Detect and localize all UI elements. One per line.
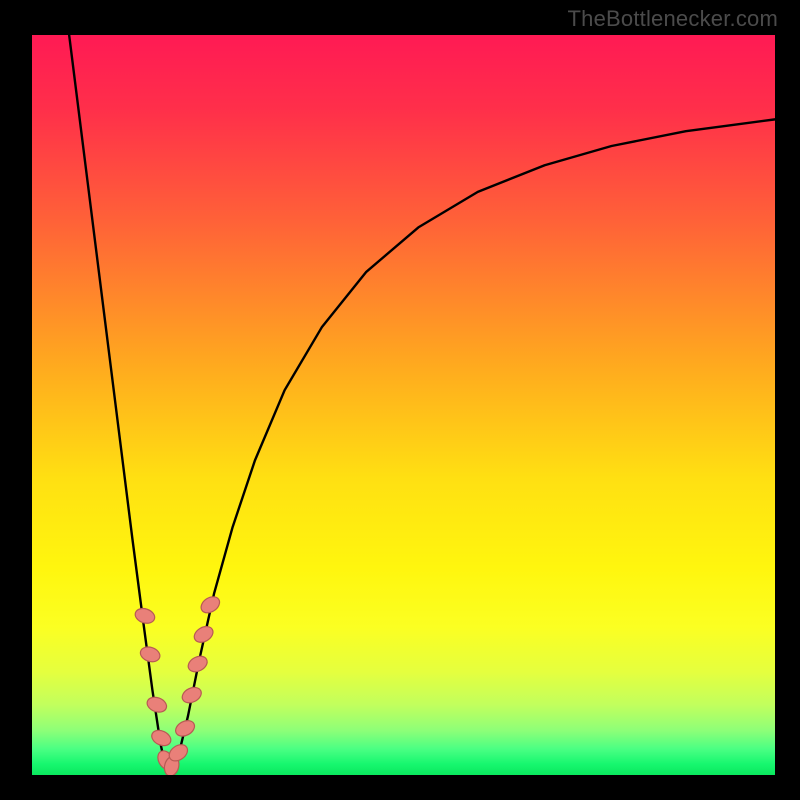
chart-frame: TheBottlenecker.com <box>0 0 800 800</box>
bottleneck-curve <box>69 35 775 774</box>
curve-marker <box>191 623 215 645</box>
curve-marker <box>198 593 222 616</box>
curve-marker <box>133 606 156 625</box>
curve-marker <box>180 684 204 705</box>
plot-area <box>32 35 775 775</box>
curve-marker <box>186 653 210 675</box>
curve-marker <box>149 727 173 748</box>
curve-marker <box>145 695 169 715</box>
watermark-text: TheBottlenecker.com <box>568 6 778 32</box>
curve-layer <box>32 35 775 775</box>
curve-marker <box>138 645 161 664</box>
curve-marker <box>173 718 197 740</box>
